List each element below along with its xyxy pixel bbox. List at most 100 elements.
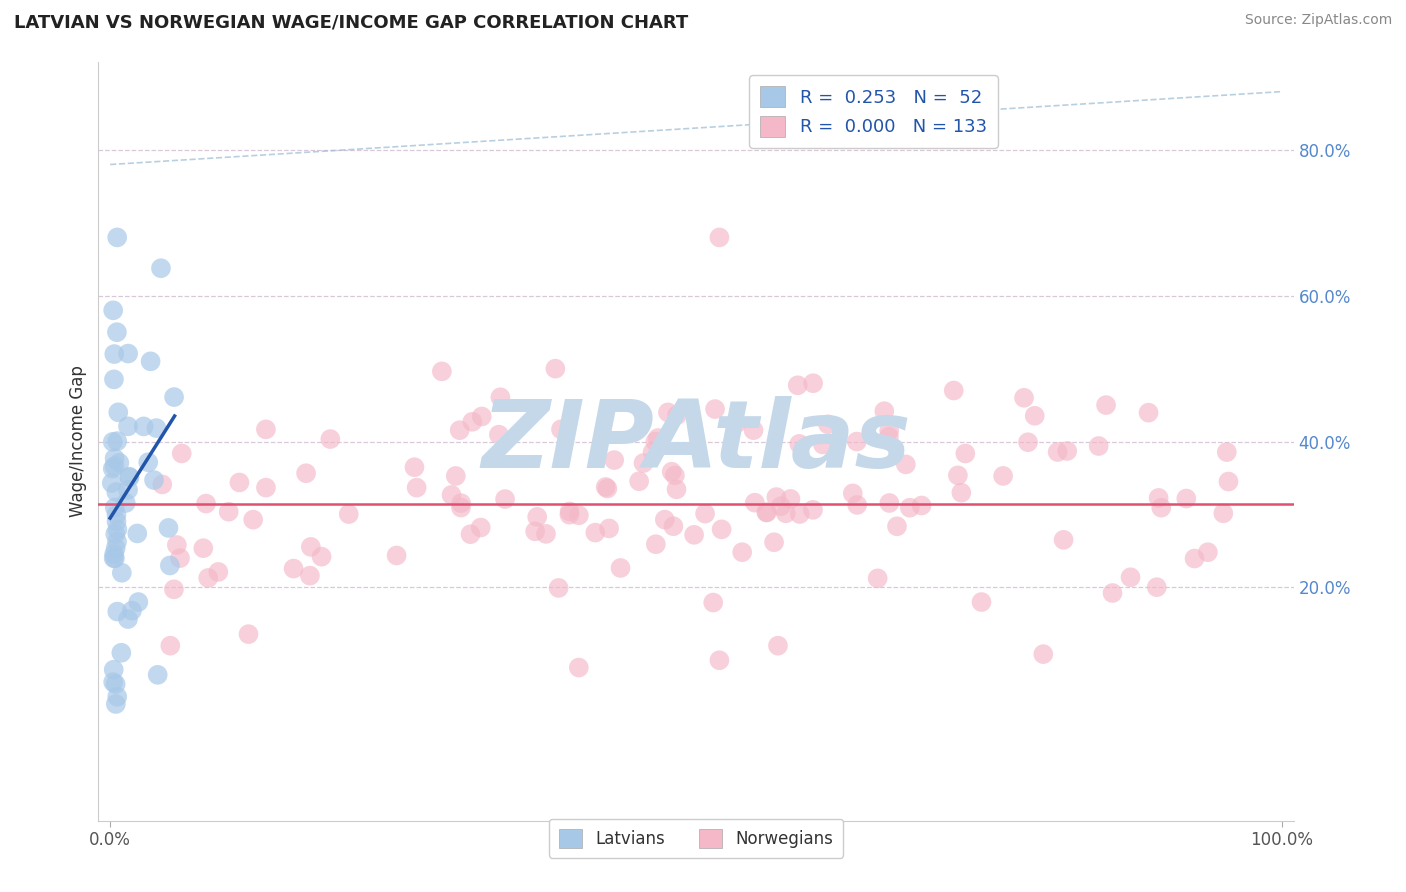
Point bbox=[970, 595, 993, 609]
Point bbox=[444, 469, 467, 483]
Point bbox=[121, 604, 143, 618]
Point bbox=[942, 384, 965, 398]
Point bbox=[105, 508, 128, 522]
Point bbox=[103, 551, 125, 566]
Point bbox=[568, 660, 591, 674]
Point bbox=[731, 545, 754, 559]
Point bbox=[1216, 445, 1239, 459]
Point bbox=[337, 507, 360, 521]
Point bbox=[910, 499, 932, 513]
Point bbox=[879, 496, 901, 510]
Point bbox=[461, 415, 484, 429]
Point bbox=[242, 513, 264, 527]
Point bbox=[127, 526, 149, 541]
Point bbox=[108, 456, 131, 470]
Point bbox=[103, 451, 125, 466]
Point bbox=[1087, 439, 1109, 453]
Point bbox=[558, 504, 581, 518]
Point bbox=[769, 500, 792, 514]
Point bbox=[159, 639, 181, 653]
Point bbox=[534, 527, 557, 541]
Point bbox=[170, 446, 193, 460]
Text: ZIPAtlas: ZIPAtlas bbox=[481, 395, 911, 488]
Point bbox=[693, 507, 716, 521]
Point bbox=[1150, 500, 1173, 515]
Point bbox=[405, 481, 427, 495]
Point bbox=[524, 524, 547, 539]
Point bbox=[143, 473, 166, 487]
Point bbox=[105, 230, 128, 244]
Point bbox=[101, 675, 124, 690]
Point bbox=[118, 469, 141, 483]
Point bbox=[801, 376, 824, 391]
Point bbox=[139, 354, 162, 368]
Point bbox=[1052, 533, 1074, 547]
Point bbox=[118, 470, 141, 484]
Legend: Latvians, Norwegians: Latvians, Norwegians bbox=[548, 819, 844, 858]
Point bbox=[683, 528, 706, 542]
Point bbox=[786, 378, 808, 392]
Point bbox=[766, 639, 789, 653]
Point bbox=[319, 432, 342, 446]
Point bbox=[494, 491, 516, 506]
Point bbox=[894, 458, 917, 472]
Point bbox=[110, 646, 132, 660]
Point bbox=[489, 390, 512, 404]
Point bbox=[207, 565, 229, 579]
Point bbox=[132, 419, 155, 434]
Point bbox=[877, 424, 900, 438]
Point bbox=[107, 405, 129, 419]
Point bbox=[238, 627, 260, 641]
Point bbox=[765, 490, 787, 504]
Point bbox=[1119, 570, 1142, 584]
Point bbox=[873, 404, 896, 418]
Point bbox=[609, 561, 631, 575]
Point bbox=[664, 468, 686, 483]
Point bbox=[163, 390, 186, 404]
Point bbox=[254, 422, 277, 436]
Point bbox=[103, 459, 125, 474]
Point bbox=[104, 551, 127, 566]
Point bbox=[470, 520, 492, 534]
Point bbox=[157, 521, 180, 535]
Point bbox=[641, 445, 664, 459]
Point bbox=[1184, 551, 1206, 566]
Point bbox=[1147, 491, 1170, 505]
Point bbox=[886, 519, 908, 533]
Point bbox=[103, 372, 125, 386]
Point bbox=[117, 419, 139, 434]
Point bbox=[779, 491, 801, 506]
Point bbox=[105, 534, 128, 549]
Point bbox=[105, 485, 128, 500]
Point bbox=[644, 434, 666, 449]
Point bbox=[254, 481, 277, 495]
Point bbox=[193, 541, 215, 556]
Point bbox=[299, 540, 322, 554]
Point bbox=[103, 547, 125, 561]
Point bbox=[450, 496, 472, 510]
Point bbox=[665, 483, 688, 497]
Point bbox=[450, 500, 472, 515]
Point bbox=[526, 509, 548, 524]
Point bbox=[661, 465, 683, 479]
Point bbox=[488, 427, 510, 442]
Point bbox=[1146, 580, 1168, 594]
Point bbox=[1101, 586, 1123, 600]
Point bbox=[103, 663, 125, 677]
Point bbox=[146, 668, 169, 682]
Point bbox=[295, 467, 318, 481]
Point bbox=[460, 527, 482, 541]
Point bbox=[550, 422, 572, 436]
Point bbox=[787, 437, 810, 451]
Text: LATVIAN VS NORWEGIAN WAGE/INCOME GAP CORRELATION CHART: LATVIAN VS NORWEGIAN WAGE/INCOME GAP COR… bbox=[14, 13, 689, 31]
Point bbox=[104, 677, 127, 691]
Point bbox=[846, 498, 869, 512]
Point bbox=[1012, 391, 1035, 405]
Point bbox=[105, 325, 128, 339]
Point bbox=[725, 416, 748, 430]
Point bbox=[742, 423, 765, 437]
Point bbox=[568, 508, 591, 523]
Point bbox=[105, 605, 128, 619]
Point bbox=[842, 486, 865, 500]
Point bbox=[385, 549, 408, 563]
